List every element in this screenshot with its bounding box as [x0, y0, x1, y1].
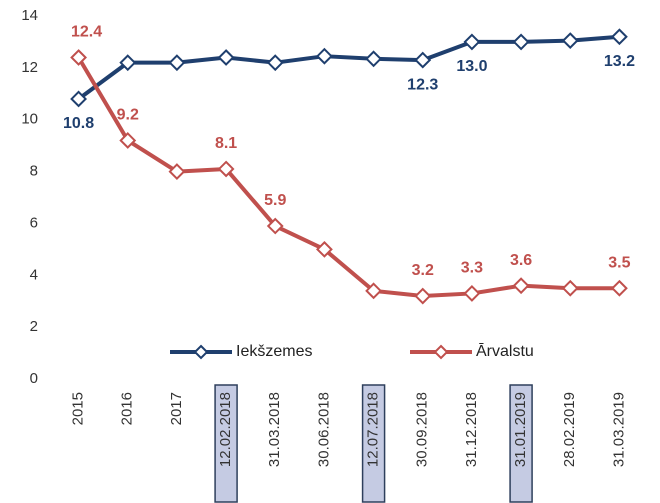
point-marker — [365, 282, 382, 300]
data-label: 12.3 — [407, 76, 438, 93]
y-tick-label: 8 — [30, 163, 38, 180]
y-tick-label: 4 — [30, 266, 38, 283]
y-tick-label: 2 — [30, 318, 38, 335]
point-marker — [217, 160, 235, 178]
data-label: 5.9 — [264, 192, 286, 209]
point-marker — [70, 90, 87, 108]
point-marker — [414, 287, 432, 305]
x-tick-label: 28.02.2019 — [561, 392, 578, 467]
x-tick-label: 31.03.2019 — [610, 392, 627, 467]
legend-label: Ārvalstu — [476, 342, 534, 360]
x-tick-label: 2015 — [70, 392, 87, 425]
point-marker — [463, 285, 481, 302]
point-marker — [512, 33, 530, 51]
series-line — [77, 34, 620, 101]
category-highlight — [509, 384, 533, 503]
point-marker — [611, 28, 628, 46]
x-tick-label: 12.07.2018 — [365, 392, 382, 467]
data-label: 13.0 — [456, 58, 487, 75]
data-label: 3.6 — [510, 252, 532, 269]
point-marker — [119, 54, 137, 72]
y-tick-label: 10 — [21, 111, 38, 128]
x-tick-label: 30.09.2018 — [414, 392, 431, 467]
point-marker — [217, 49, 235, 66]
point-marker — [414, 51, 432, 69]
point-marker — [266, 217, 284, 235]
data-label: 12.4 — [71, 24, 102, 41]
y-tick-label: 12 — [21, 59, 38, 76]
data-label: 9.2 — [117, 107, 139, 124]
point-marker — [463, 33, 481, 51]
category-highlight — [361, 384, 386, 503]
category-highlight — [214, 384, 238, 503]
point-marker — [611, 279, 628, 297]
data-label: 13.2 — [604, 53, 635, 70]
y-tick-label: 6 — [30, 214, 38, 231]
point-marker — [316, 240, 333, 258]
series-line — [76, 56, 620, 299]
point-marker — [168, 163, 186, 180]
x-tick-label: 31.01.2019 — [512, 392, 529, 467]
legend-marker — [433, 344, 449, 360]
point-marker — [316, 47, 333, 65]
point-marker — [266, 54, 284, 72]
x-tick-label: 30.06.2018 — [315, 392, 332, 467]
data-label: 3.2 — [412, 262, 434, 279]
data-label: 10.8 — [63, 115, 94, 132]
data-label: 8.1 — [215, 135, 237, 152]
point-marker — [561, 32, 579, 50]
x-tick-label: 2017 — [168, 392, 185, 425]
data-label: 3.5 — [608, 254, 630, 271]
x-tick-label: 31.03.2018 — [266, 392, 283, 467]
point-marker — [512, 277, 530, 295]
point-marker — [561, 279, 579, 297]
x-tick-label: 31.12.2018 — [463, 392, 480, 467]
legend-label: Iekšzemes — [236, 343, 312, 360]
point-marker — [365, 50, 382, 68]
legend-marker — [193, 344, 209, 360]
point-marker — [168, 54, 186, 72]
y-tick-label: 14 — [21, 7, 38, 24]
y-tick-label: 0 — [30, 370, 38, 387]
x-tick-label: 2016 — [119, 392, 136, 425]
point-marker — [119, 132, 137, 149]
data-label: 3.3 — [461, 260, 483, 277]
x-tick-label: 12.02.2018 — [217, 392, 234, 467]
point-marker — [70, 49, 87, 66]
